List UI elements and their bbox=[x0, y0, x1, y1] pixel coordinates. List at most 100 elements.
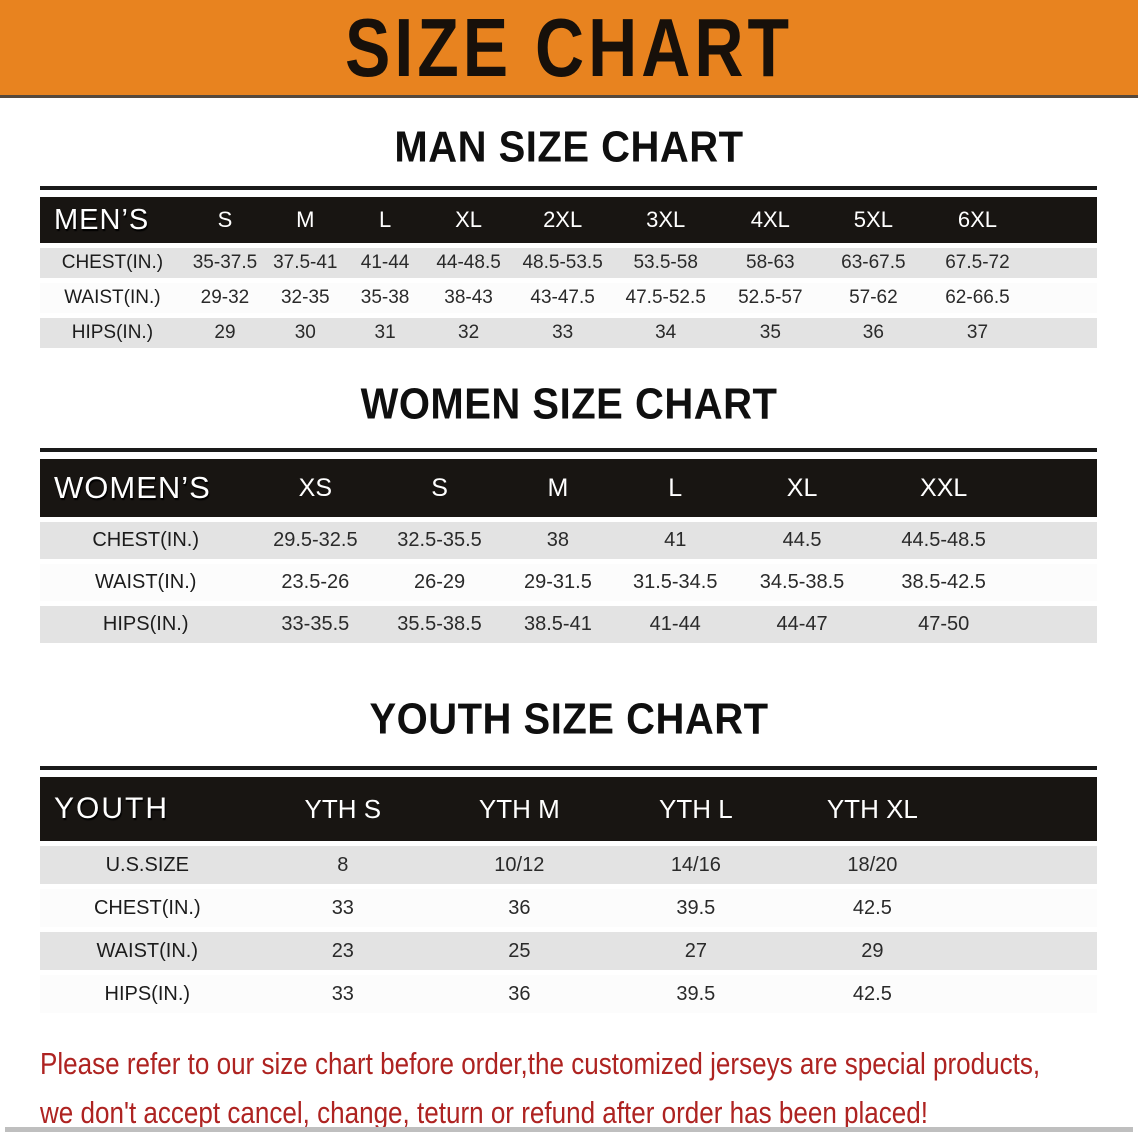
size-cell: 47-50 bbox=[869, 606, 1018, 643]
size-cell: 63-67.5 bbox=[822, 248, 925, 278]
row-label: HIPS(IN.) bbox=[40, 975, 255, 1013]
size-cell: 36 bbox=[431, 889, 608, 927]
table-row: CHEST(IN.) 29.5-32.5 32.5-35.5 38 41 44.… bbox=[40, 522, 1097, 559]
size-cell: 43-47.5 bbox=[512, 283, 613, 313]
filler-cell bbox=[1030, 197, 1097, 243]
table-row: HIPS(IN.) 33 36 39.5 42.5 bbox=[40, 975, 1097, 1013]
size-cell: 48.5-53.5 bbox=[512, 248, 613, 278]
column-header: 6XL bbox=[924, 197, 1031, 243]
banner: SIZE CHART bbox=[0, 0, 1138, 98]
size-cell: 36 bbox=[431, 975, 608, 1013]
table-row: WAIST(IN.) 23.5-26 26-29 29-31.5 31.5-34… bbox=[40, 564, 1097, 601]
size-cell: 44.5 bbox=[734, 522, 870, 559]
row-label: WAIST(IN.) bbox=[40, 283, 185, 313]
size-cell: 8 bbox=[254, 846, 432, 884]
women-header-row: WOMEN’S XS S M L XL XXL bbox=[40, 459, 1097, 517]
size-cell: 52.5-57 bbox=[718, 283, 823, 313]
table-row: U.S.SIZE 8 10/12 14/16 18/20 bbox=[40, 846, 1097, 884]
size-cell: 41-44 bbox=[345, 248, 425, 278]
column-header: YTH S bbox=[254, 777, 432, 841]
size-cell: 42.5 bbox=[784, 889, 961, 927]
column-header: YTH M bbox=[431, 777, 608, 841]
column-header: L bbox=[616, 459, 735, 517]
table-top-rule bbox=[40, 186, 1097, 190]
size-cell: 44-48.5 bbox=[424, 248, 513, 278]
size-cell: 29 bbox=[184, 318, 266, 348]
row-label: CHEST(IN.) bbox=[40, 248, 185, 278]
size-cell: 47.5-52.5 bbox=[612, 283, 719, 313]
column-header: S bbox=[379, 459, 500, 517]
size-cell: 36 bbox=[822, 318, 925, 348]
disclaimer-line-1: Please refer to our size chart before or… bbox=[40, 1046, 1041, 1081]
filler-cell bbox=[960, 777, 1097, 841]
size-cell: 35-38 bbox=[345, 283, 425, 313]
size-cell: 42.5 bbox=[784, 975, 961, 1013]
column-header: XL bbox=[734, 459, 870, 517]
filler-cell bbox=[960, 975, 1097, 1013]
size-cell: 62-66.5 bbox=[924, 283, 1031, 313]
size-cell: 32 bbox=[424, 318, 513, 348]
table-row: WAIST(IN.) 23 25 27 29 bbox=[40, 932, 1097, 970]
size-cell: 33 bbox=[512, 318, 613, 348]
women-section-heading: WOMEN SIZE CHART bbox=[360, 379, 778, 429]
filler-cell bbox=[1030, 248, 1097, 278]
row-label: HIPS(IN.) bbox=[40, 318, 185, 348]
size-cell: 33 bbox=[254, 975, 432, 1013]
men-section-heading: MAN SIZE CHART bbox=[394, 122, 744, 172]
size-cell: 34 bbox=[612, 318, 719, 348]
table-top-rule bbox=[40, 448, 1097, 452]
column-header: M bbox=[499, 459, 617, 517]
size-cell: 29-32 bbox=[184, 283, 266, 313]
size-cell: 35-37.5 bbox=[184, 248, 266, 278]
filler-cell bbox=[960, 932, 1097, 970]
column-header: M bbox=[265, 197, 346, 243]
filler-cell bbox=[1030, 318, 1097, 348]
size-cell: 31.5-34.5 bbox=[616, 564, 735, 601]
column-header: 2XL bbox=[512, 197, 613, 243]
filler-cell bbox=[1030, 283, 1097, 313]
row-label: WAIST(IN.) bbox=[40, 932, 255, 970]
size-cell: 58-63 bbox=[718, 248, 823, 278]
table-row: WAIST(IN.) 29-32 32-35 35-38 38-43 43-47… bbox=[40, 283, 1097, 313]
table-top-rule bbox=[40, 766, 1097, 770]
size-cell: 29-31.5 bbox=[499, 564, 617, 601]
filler-cell bbox=[960, 889, 1097, 927]
size-cell: 14/16 bbox=[607, 846, 785, 884]
size-cell: 44.5-48.5 bbox=[869, 522, 1018, 559]
row-label: U.S.SIZE bbox=[40, 846, 255, 884]
filler-cell bbox=[1017, 564, 1097, 601]
size-cell: 23 bbox=[254, 932, 432, 970]
size-cell: 38.5-41 bbox=[499, 606, 617, 643]
men-corner-label: MEN’S bbox=[40, 197, 185, 243]
youth-corner-label: YOUTH bbox=[40, 777, 255, 841]
size-cell: 67.5-72 bbox=[924, 248, 1031, 278]
size-cell: 38.5-42.5 bbox=[869, 564, 1018, 601]
size-cell: 32-35 bbox=[265, 283, 346, 313]
size-cell: 32.5-35.5 bbox=[379, 522, 500, 559]
filler-cell bbox=[1017, 606, 1097, 643]
table-row: HIPS(IN.) 29 30 31 32 33 34 35 36 37 bbox=[40, 318, 1097, 348]
youth-section-heading: YOUTH SIZE CHART bbox=[369, 694, 769, 744]
size-cell: 57-62 bbox=[822, 283, 925, 313]
table-row: HIPS(IN.) 33-35.5 35.5-38.5 38.5-41 41-4… bbox=[40, 606, 1097, 643]
size-cell: 39.5 bbox=[607, 889, 785, 927]
size-cell: 33 bbox=[254, 889, 432, 927]
size-cell: 35 bbox=[718, 318, 823, 348]
row-label: WAIST(IN.) bbox=[40, 564, 252, 601]
bottom-rule bbox=[5, 1127, 1133, 1132]
column-header: L bbox=[345, 197, 425, 243]
disclaimer: Please refer to our size chart before or… bbox=[40, 1042, 1138, 1140]
men-header-row: MEN’S S M L XL 2XL 3XL 4XL 5XL 6XL bbox=[40, 197, 1097, 243]
column-header: YTH L bbox=[607, 777, 785, 841]
row-label: HIPS(IN.) bbox=[40, 606, 252, 643]
column-header: XS bbox=[251, 459, 380, 517]
women-corner-label: WOMEN’S bbox=[40, 459, 252, 517]
disclaimer-line-2: we don't accept cancel, change, teturn o… bbox=[40, 1095, 929, 1130]
size-cell: 37.5-41 bbox=[265, 248, 346, 278]
size-cell: 31 bbox=[345, 318, 425, 348]
column-header: S bbox=[184, 197, 266, 243]
size-cell: 37 bbox=[924, 318, 1031, 348]
table-row: CHEST(IN.) 33 36 39.5 42.5 bbox=[40, 889, 1097, 927]
size-cell: 26-29 bbox=[379, 564, 500, 601]
size-cell: 23.5-26 bbox=[251, 564, 380, 601]
